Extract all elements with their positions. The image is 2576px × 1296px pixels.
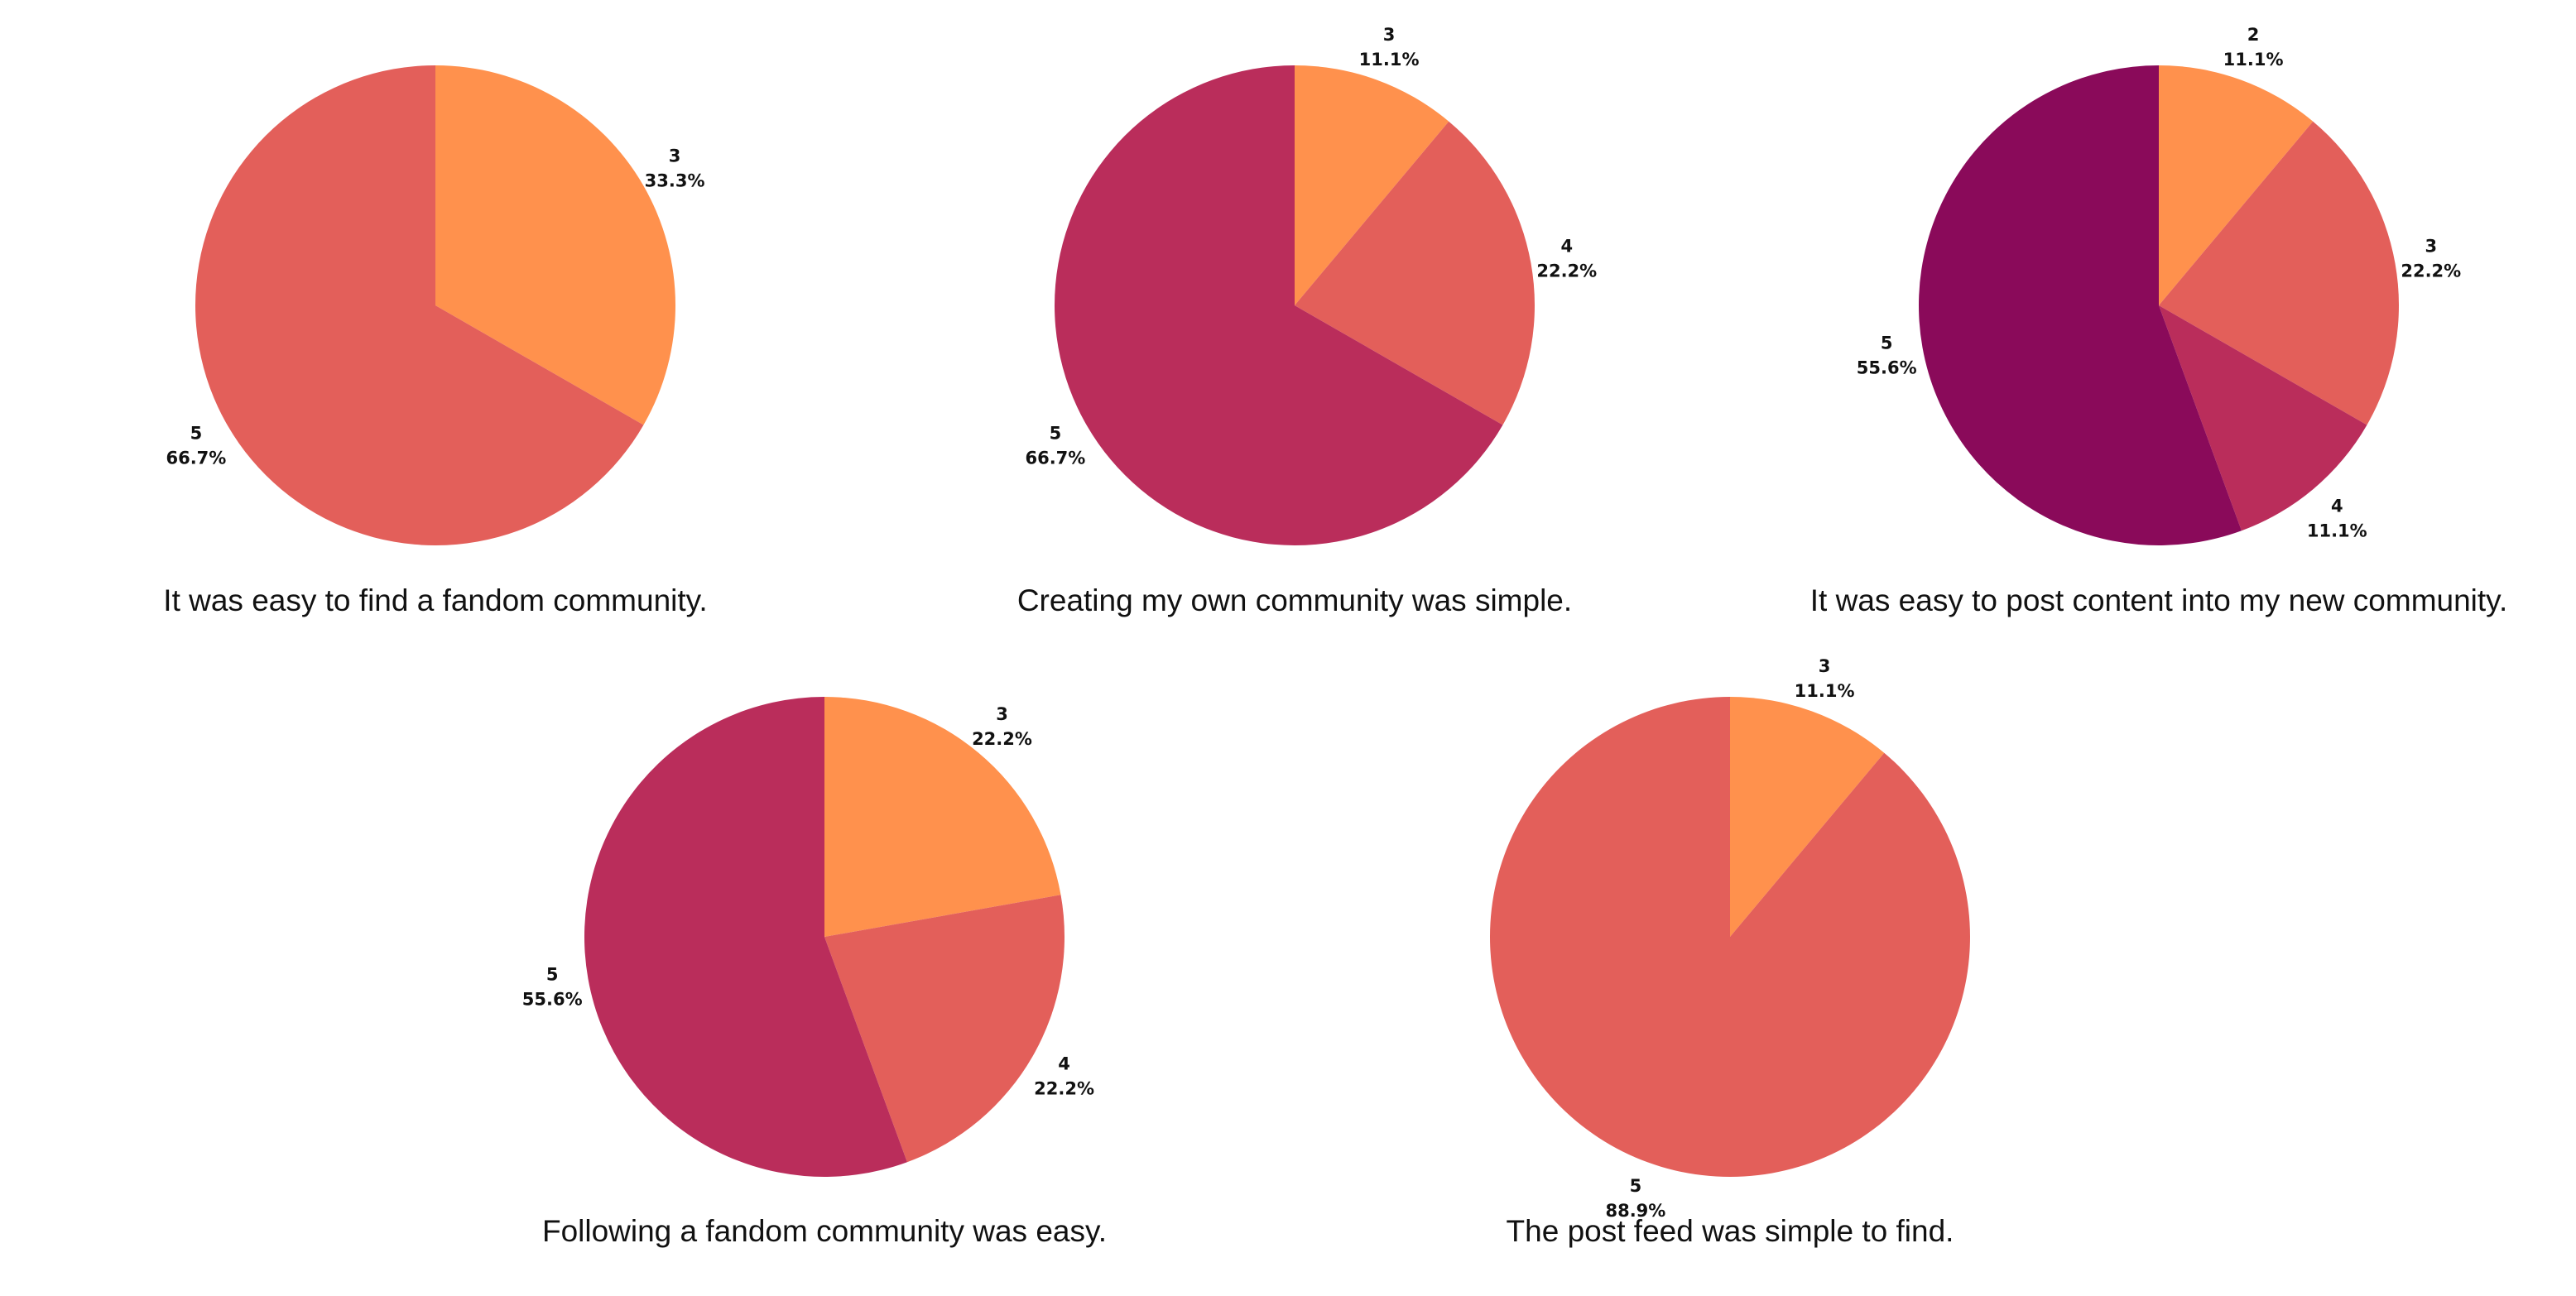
pie-slice-3 — [824, 697, 1061, 937]
slice-category-label: 5 — [1630, 1176, 1642, 1196]
slice-category-label: 3 — [1383, 25, 1396, 45]
slice-percent-label: 11.1% — [1795, 681, 1855, 701]
slice-percent-label: 88.9% — [1605, 1201, 1665, 1221]
pie-slice-5 — [584, 697, 907, 1178]
chart-title: Following a fandom community was easy. — [542, 1214, 1107, 1248]
pie-slice-3 — [1730, 697, 1885, 937]
pie-chart-5: 3 11.1% 5 88.9%The post feed was simple to … — [1489, 656, 1970, 1248]
pie-slice-4 — [824, 895, 1065, 1163]
slice-category-label: 3 — [2425, 237, 2437, 257]
slice-category-label: 3 — [669, 146, 681, 166]
pie-slice-5 — [1054, 65, 1503, 545]
pie-slice-3 — [1295, 65, 1449, 305]
slice-category-label: 5 — [1050, 423, 1062, 443]
slice-percent-label: 11.1% — [1359, 50, 1420, 70]
slice-percent-label: 22.2% — [1536, 262, 1597, 281]
slice-category-label: 5 — [190, 423, 203, 443]
slice-percent-label: 22.2% — [2401, 262, 2461, 281]
slice-category-label: 5 — [546, 965, 559, 985]
slice-category-label: 4 — [1560, 237, 1573, 257]
pie-slice-4 — [2159, 305, 2367, 531]
slice-percent-label: 66.7% — [1025, 448, 1085, 468]
slice-percent-label: 33.3% — [645, 171, 705, 191]
slice-category-label: 2 — [2247, 25, 2260, 45]
slice-category-label: 3 — [1819, 656, 1831, 676]
slice-category-label: 4 — [2331, 496, 2343, 516]
pie-chart-2: 3 11.1% 4 22.2% 5 66.7% Creating my own commun… — [1017, 25, 1597, 617]
pie-slice-5 — [1489, 696, 1970, 1177]
pie-slice-3 — [2159, 121, 2399, 425]
pie-chart-1: 3 33.3% 5 66.7% It was easy to find a fandom… — [163, 65, 708, 617]
chart-title: The post feed was simple to find. — [1507, 1214, 1954, 1248]
chart-title: It was easy to find a fandom community. — [163, 583, 707, 617]
pie-slice-5 — [195, 65, 644, 545]
slice-category-label: 3 — [996, 704, 1008, 724]
pie-slice-5 — [1918, 65, 2242, 546]
pie-slice-2 — [2159, 65, 2314, 305]
slice-percent-label: 55.6% — [1857, 358, 1917, 378]
slice-percent-label: 11.1% — [2223, 50, 2284, 70]
chart-title: It was easy to post content into my new … — [1810, 583, 2507, 617]
pie-chart-3: 2 11.1% 3 22.2% 4 11.1% 5 55.6% It was easy to p… — [1810, 25, 2507, 617]
slice-percent-label: 11.1% — [2307, 521, 2367, 540]
slice-percent-label: 66.7% — [166, 448, 226, 468]
pie-slice-3 — [435, 65, 675, 425]
slice-percent-label: 22.2% — [1034, 1078, 1094, 1098]
slice-category-label: 5 — [1881, 334, 1893, 353]
pie-chart-4: 3 22.2% 4 22.2% 5 55.6% Following a fandom com… — [522, 697, 1107, 1248]
slice-percent-label: 22.2% — [972, 729, 1032, 749]
pie-slice-4 — [1295, 121, 1535, 425]
slice-percent-label: 55.6% — [522, 990, 583, 1010]
slice-category-label: 4 — [1058, 1054, 1070, 1073]
chart-title: Creating my own community was simple. — [1017, 583, 1572, 617]
